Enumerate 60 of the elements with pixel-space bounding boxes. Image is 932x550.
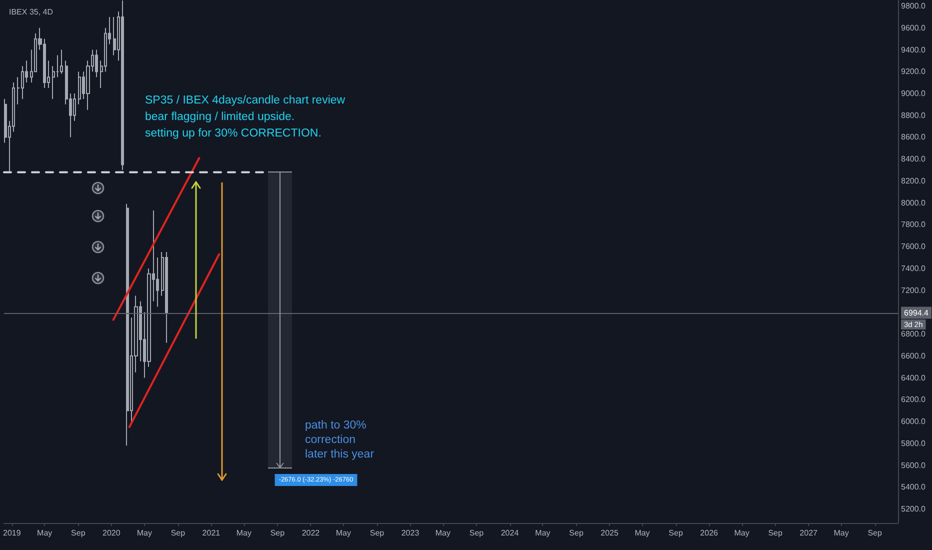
y-tick-label: 5800.0 — [901, 438, 926, 448]
x-tick-label: May — [834, 528, 849, 538]
candlestick — [121, 0, 124, 171]
y-tick-label: 8000.0 — [901, 198, 926, 208]
y-tick-label: 7600.0 — [901, 242, 926, 252]
x-tick-label: Sep — [370, 528, 385, 538]
candlestick — [78, 71, 81, 105]
y-tick-label: 5400.0 — [901, 482, 926, 492]
x-tick-label: Sep — [270, 528, 286, 538]
y-tick-label: 8600.0 — [901, 132, 926, 142]
x-tick-label: Sep — [868, 528, 882, 538]
y-tick-label: 7200.0 — [901, 286, 926, 295]
x-tick-label: Sep — [668, 528, 684, 538]
x-tick-label: 2024 — [500, 528, 520, 538]
candlestick — [126, 203, 129, 446]
y-tick-label: 9200.0 — [901, 67, 926, 76]
y-tick-label: 7400.0 — [901, 264, 926, 273]
x-tick-label: Sep — [170, 528, 186, 538]
x-tick-label: 2022 — [302, 528, 320, 538]
x-tick-label: 2023 — [401, 528, 420, 538]
x-tick-label: May — [435, 528, 451, 538]
text: IBEX 35, 4D — [9, 8, 54, 16]
y-tick-label: 5600.0 — [901, 460, 926, 470]
y-tick-label: 8200.0 — [901, 176, 926, 186]
x-tick-label: May — [535, 528, 550, 538]
y-tick-label: 8800.0 — [901, 110, 926, 120]
ref-line-label: 6994.4 — [904, 308, 930, 318]
y-tick-label: 9800.0 — [901, 2, 926, 11]
y-tick-label: 7800.0 — [901, 220, 926, 230]
y-tick-label: 6000.0 — [901, 417, 926, 426]
y-tick-label: 6600.0 — [901, 351, 926, 360]
y-tick-label: 9000.0 — [901, 88, 926, 98]
x-tick-label: 2021 — [202, 528, 221, 538]
x-tick-label: 2027 — [800, 528, 818, 538]
x-tick-label: May — [336, 528, 351, 538]
x-tick-label: Sep — [71, 528, 86, 538]
x-tick-label: May — [37, 528, 52, 538]
y-tick-label: 6200.0 — [901, 395, 926, 404]
x-tick-label: 2019 — [3, 528, 22, 538]
x-tick-label: Sep — [569, 528, 584, 538]
annotation: path to 30% correction later this year — [305, 419, 374, 460]
x-tick-label: Sep — [469, 528, 484, 538]
x-tick-label: May — [136, 528, 152, 538]
candlestick — [60, 49, 63, 74]
x-tick-label: May — [634, 528, 650, 538]
candlestick — [95, 49, 98, 78]
y-tick-label: 9400.0 — [901, 45, 926, 54]
x-tick-label: Sep — [768, 528, 783, 538]
x-tick-label: 2025 — [600, 528, 619, 538]
y-tick-label: 6400.0 — [901, 373, 926, 382]
candlestick — [165, 252, 168, 344]
x-tick-label: May — [734, 528, 750, 538]
x-tick-label: 2026 — [700, 528, 719, 538]
y-tick-label: 8400.0 — [901, 154, 926, 164]
x-tick-label: May — [236, 528, 252, 538]
annotation: SP35 / IBEX 4days/candle chart review bear flagging / limited upside. setting up for 30% CORRECTION. — [145, 94, 346, 140]
y-tick-label: 5200.0 — [901, 504, 926, 514]
x-tick-label: 2020 — [102, 528, 121, 538]
y-tick-label: 9600.0 — [901, 23, 926, 32]
y-tick-label: 6800.0 — [901, 330, 926, 339]
